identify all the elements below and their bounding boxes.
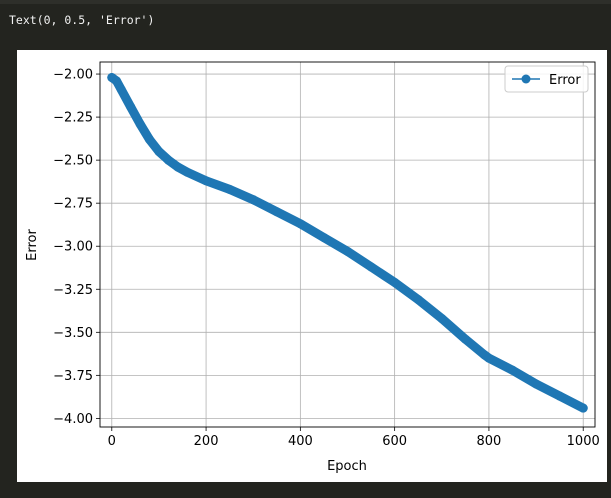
data-point [145,134,154,144]
legend-box [504,65,589,93]
legend: Error [504,65,589,93]
series-layer [107,72,588,413]
x-tick-label: 0 [108,434,116,449]
data-point [319,233,329,243]
data-point [484,353,494,363]
data-point [366,262,376,272]
plot-frame [99,61,596,428]
series-line-error [107,73,588,413]
x-tick-label: 400 [288,434,313,449]
data-point [112,76,121,86]
data-point [173,162,183,172]
data-point [154,147,164,157]
y-tick-label: −2.00 [53,68,93,83]
data-point [272,207,282,217]
y-axis-label: Error [25,229,40,261]
y-tick-label: −2.25 [53,111,93,126]
cell-output-text: Text(0, 0.5, 'Error') [9,13,155,27]
data-point [163,155,173,165]
y-tick-label: −3.75 [53,369,93,384]
data-point [413,295,423,305]
y-tick-label: −3.25 [53,283,93,298]
data-point [460,334,470,344]
data-point [225,184,235,194]
y-tick-label: −2.50 [53,154,93,169]
data-point [201,176,211,186]
y-tick-label: −2.75 [53,197,93,212]
x-tick-label: 600 [382,434,407,449]
data-point [343,246,352,256]
x-axis-label: Epoch [327,459,367,474]
data-point [578,403,588,413]
data-point [126,102,136,112]
x-tick-label: 1000 [567,434,600,449]
data-point [508,365,517,375]
y-tick-label: −3.00 [53,240,93,255]
matplotlib-figure: 0 200 400 600 800 1000 −2.00 −2.25 −2.50 −2.75 −3.… [17,50,607,482]
notebook-top-border [0,0,611,4]
y-tick-label: −4.00 [53,412,93,427]
x-tick-label: 200 [194,434,219,449]
data-point [135,119,145,129]
x-tick-label: 800 [477,434,502,449]
axis-ticks: 0 200 400 600 800 1000 −2.00 −2.25 −2.50 −2.75 −3.… [53,68,600,449]
data-point [437,314,447,324]
y-tick-label: −3.50 [53,326,93,341]
legend-label: Error [549,73,581,88]
legend-marker [521,74,531,84]
data-point [295,219,305,229]
data-point [182,167,192,177]
data-point [116,85,126,95]
data-point [390,277,400,287]
data-point [555,391,565,401]
data-point [248,195,258,205]
line-chart: 0 200 400 600 800 1000 −2.00 −2.25 −2.50 −2.75 −3.… [25,61,600,474]
data-point [531,379,541,389]
